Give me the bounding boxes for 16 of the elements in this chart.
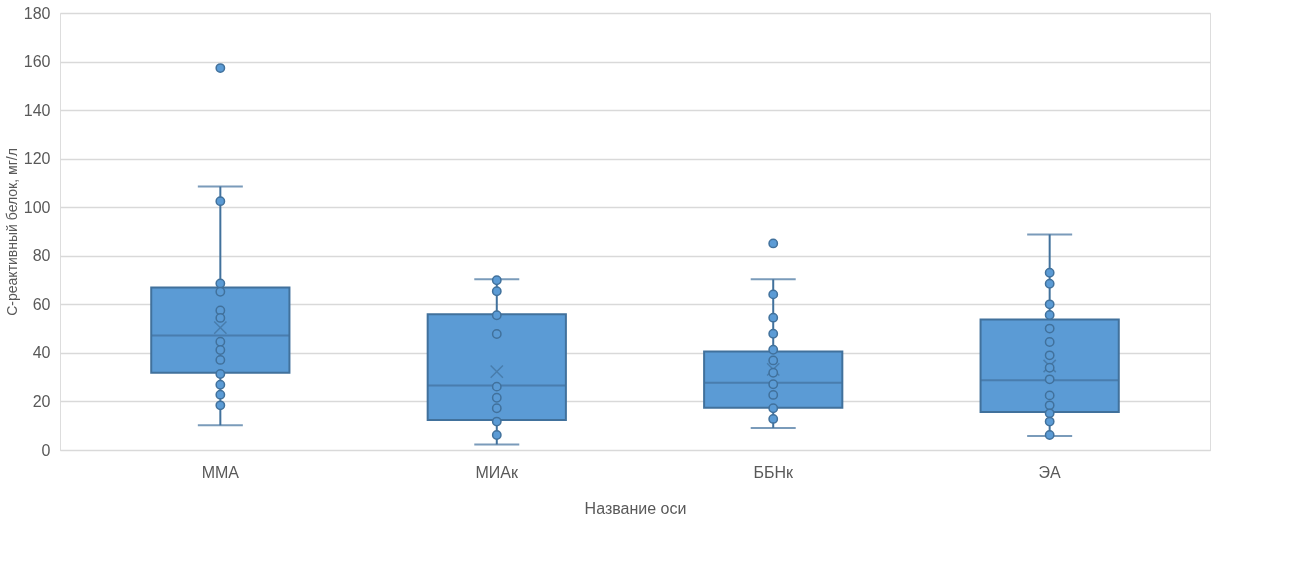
x-tick-label: ЭА [1038, 463, 1062, 481]
x-axis-title: Название оси [584, 499, 687, 517]
y-tick-label: 60 [32, 295, 51, 313]
y-tick-label: 180 [23, 4, 51, 22]
y-tick-label: 100 [23, 198, 51, 216]
y-tick-label: 140 [23, 101, 51, 119]
x-tick-label: ББНк [753, 463, 794, 481]
y-axis-title: С-реактивный белок, мг/л [3, 148, 20, 316]
x-tick-label: ММА [201, 463, 240, 481]
y-tick-label: 0 [41, 441, 51, 459]
y-tick-label: 20 [32, 392, 51, 410]
y-tick-label: 120 [23, 150, 51, 168]
x-tick-label: МИАк [475, 463, 520, 481]
y-tick-label: 40 [32, 344, 51, 362]
y-tick-label: 160 [23, 53, 51, 71]
y-tick-label: 80 [32, 247, 51, 265]
